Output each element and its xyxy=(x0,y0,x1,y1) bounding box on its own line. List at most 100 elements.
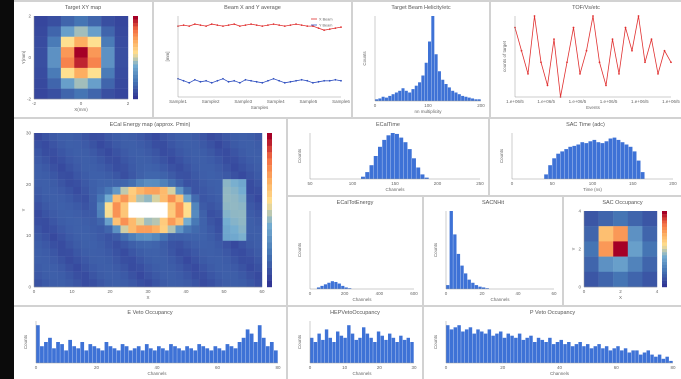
heatmap-cell xyxy=(199,240,208,249)
x-tick-label: Sample6 xyxy=(332,99,350,104)
histogram-bar xyxy=(498,331,503,363)
histogram-bar xyxy=(350,333,355,363)
x-tick-label: 2 xyxy=(619,289,622,294)
data-point xyxy=(205,25,208,28)
y-tick-label: 2 xyxy=(578,247,581,252)
heatmap-cell xyxy=(96,194,105,203)
legend-label: Y Beam xyxy=(319,24,332,28)
histogram-bar xyxy=(328,337,332,363)
x-tick-label: 80 xyxy=(275,365,281,370)
heatmap-cell xyxy=(136,225,145,234)
heatmap-cell xyxy=(112,179,121,188)
target-xy-panel: Target XY map -2 0 2 2 0 -2 X(mm) Y(mm) xyxy=(14,2,152,117)
histogram-bar xyxy=(612,348,616,363)
heatmap-cell xyxy=(112,271,121,280)
heatmap-cell xyxy=(112,217,121,226)
heatmap-cell xyxy=(120,263,129,272)
heatmap-cell xyxy=(65,156,74,164)
data-point xyxy=(188,81,191,84)
y-tick-label: 20 xyxy=(26,182,32,187)
heatmap-cell xyxy=(114,47,129,58)
histogram-bar xyxy=(457,325,461,363)
heatmap-cell xyxy=(222,186,231,195)
heatmap-cell xyxy=(254,179,263,188)
heatmap-cell xyxy=(144,240,153,249)
heatmap-cell xyxy=(151,263,160,272)
heatmap-cell xyxy=(254,148,263,157)
heatmap-cell xyxy=(112,194,121,203)
heatmap-cell xyxy=(254,140,263,149)
heatmap-cell xyxy=(41,256,50,265)
histogram-bar xyxy=(64,350,68,363)
histogram-bar xyxy=(402,339,407,363)
heatmap-cell xyxy=(41,156,50,164)
heatmap-cell xyxy=(65,148,74,157)
histogram-bar xyxy=(449,211,453,289)
heatmap-cell xyxy=(222,171,231,180)
histogram-bar xyxy=(559,339,563,363)
histogram-bar xyxy=(386,135,391,179)
heatmap-cell xyxy=(230,240,239,249)
x-tick-label: 60 xyxy=(215,365,221,370)
heatmap-cell xyxy=(151,210,160,218)
data-point xyxy=(233,23,236,25)
heatmap-cell xyxy=(49,225,58,234)
heatmap-cell xyxy=(175,179,184,188)
data-point xyxy=(311,81,314,84)
colorbar-segment xyxy=(133,40,138,44)
heatmap-cell xyxy=(246,171,255,180)
heatmap-cell xyxy=(175,271,184,280)
heatmap-cell xyxy=(254,156,263,164)
heatmap-cell xyxy=(206,202,216,211)
heatmap-cell xyxy=(246,202,255,211)
histogram-bar xyxy=(461,331,465,363)
heatmap-cell xyxy=(191,163,200,172)
heatmap-cell xyxy=(167,210,176,218)
x-axis-label: X xyxy=(619,295,622,300)
heatmap-cell xyxy=(96,217,105,226)
x-tick-label: 10 xyxy=(69,289,75,294)
heatmap-cell xyxy=(254,233,263,241)
heatmap-cell xyxy=(151,171,160,180)
heatmap-cell xyxy=(81,163,90,172)
heatmap-cell xyxy=(81,240,90,249)
heatmap-cell xyxy=(199,217,208,226)
heatmap-cell xyxy=(81,233,90,241)
legend-label: X Beam xyxy=(319,18,333,22)
heatmap-cell xyxy=(60,78,75,89)
heatmap-cell xyxy=(65,202,74,211)
histogram-bar xyxy=(323,284,328,289)
data-point xyxy=(182,24,185,27)
heatmap-cell xyxy=(144,263,153,272)
histogram-bar xyxy=(428,41,432,101)
histogram-bar xyxy=(341,285,345,289)
heatmap-cell xyxy=(183,263,192,272)
heatmap-cell xyxy=(254,163,263,172)
heatmap-cell xyxy=(49,210,58,218)
heatmap-cell xyxy=(49,171,58,180)
heatmap-cell xyxy=(101,88,115,100)
panel-title: ECalTotEnergy xyxy=(336,200,374,206)
histogram-bar xyxy=(476,329,480,363)
heatmap-cell xyxy=(49,163,58,172)
heatmap-cell xyxy=(206,263,216,272)
heatmap-cell xyxy=(214,248,223,257)
heatmap-cell xyxy=(49,156,58,164)
histogram-bar xyxy=(336,331,340,363)
histogram-bar xyxy=(567,342,571,363)
histogram-bar xyxy=(454,92,458,101)
heatmap-cell xyxy=(191,133,200,141)
colorbar-segment xyxy=(662,245,667,250)
heatmap-cell xyxy=(627,226,643,242)
data-point xyxy=(317,27,320,30)
heatmap-cell xyxy=(41,148,50,157)
heatmap-cell xyxy=(199,133,208,141)
heatmap-cell xyxy=(57,202,66,211)
heatmap-cell xyxy=(246,240,255,249)
heatmap-cell xyxy=(73,210,82,218)
histogram-bar xyxy=(449,329,454,363)
sac-time-panel: SAC Time (adc) 0 50 100 150 200 Time (ns) Coun… xyxy=(490,119,681,195)
histogram-bar xyxy=(88,344,93,363)
heatmap-cell xyxy=(114,16,129,27)
heatmap-cell xyxy=(238,133,247,141)
